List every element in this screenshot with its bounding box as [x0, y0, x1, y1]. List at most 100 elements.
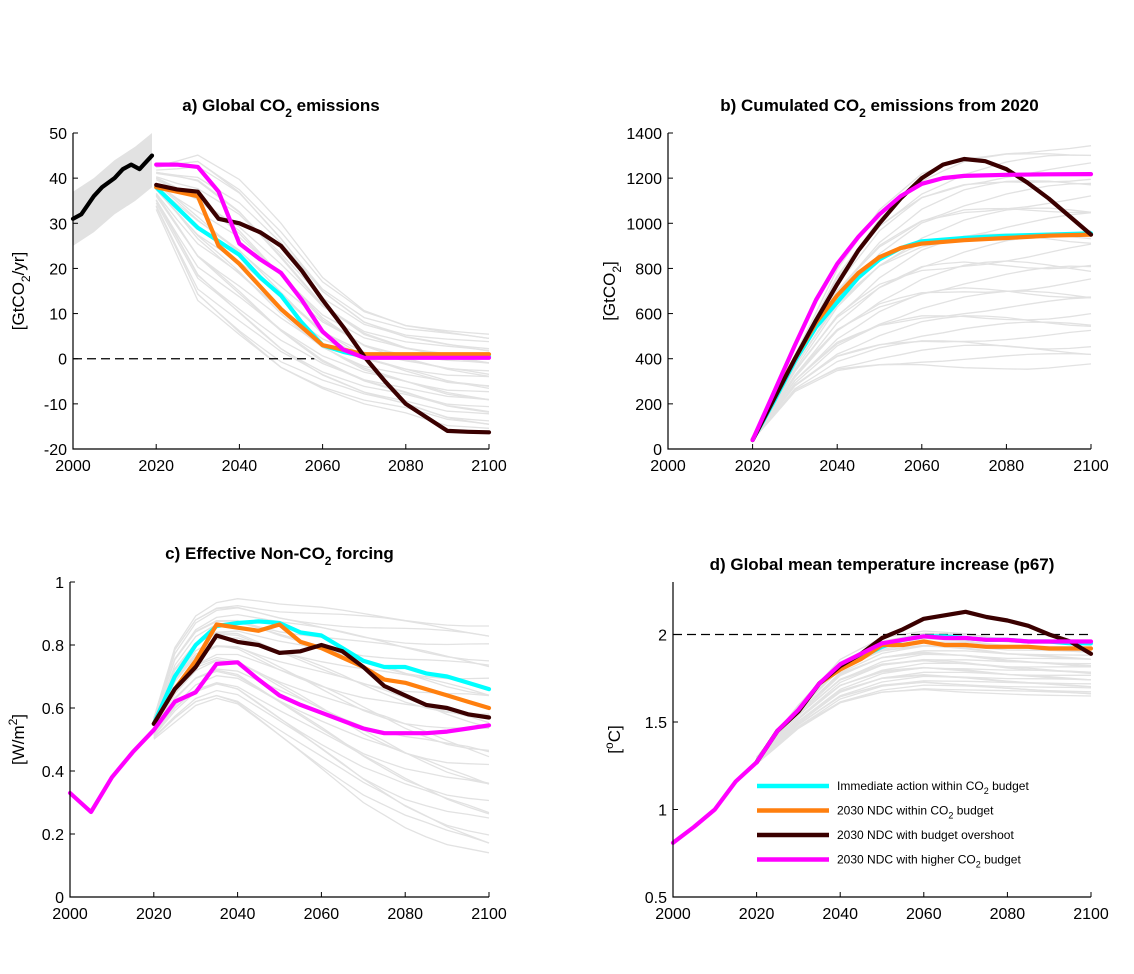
chart-3-y-axis-label: [W/m2]	[6, 714, 28, 765]
chart-2-ensemble-line	[752, 363, 1092, 441]
chart-2-x-tick-label: 2040	[819, 458, 855, 475]
chart-1-x-tick-label: 2060	[305, 458, 341, 475]
chart-1-ensemble-line	[155, 182, 490, 372]
chart-3-series-4-line	[67, 660, 492, 815]
chart-2-y-axis-label: [GtCO2]	[600, 261, 624, 321]
chart-4-y-tick-label: 1.5	[645, 715, 667, 732]
chart-2-ensemble-line	[752, 207, 1092, 440]
chart-4-y-tick-label: 0.5	[645, 890, 667, 907]
chart-2-ensemble-line	[752, 229, 1092, 440]
chart-2: 2000 2020 2040 2060 2080 2100 0 200 400 600 800 100…	[600, 96, 1109, 475]
chart-4-legend: Immediate action within CO2 budget 2030 N…	[757, 779, 1029, 870]
chart-3-ensemble-line	[153, 697, 490, 854]
chart-1-y-tick-label: 50	[49, 126, 67, 143]
chart-2-ensemble-line	[752, 340, 1092, 441]
chart-2-x-tick-label: 2080	[989, 458, 1025, 475]
chart-2-y-tick-label: 800	[635, 261, 662, 278]
chart-1-ensemble-line	[156, 160, 490, 340]
chart-3-x-tick-label: 2020	[136, 906, 172, 923]
chart-4-legend-label: 2030 NDC with budget overshoot	[837, 828, 1014, 842]
chart-1-y-tick-label: 30	[49, 216, 67, 233]
chart-1-x-tick-label: 2040	[222, 458, 258, 475]
chart-1-ensemble-line	[155, 188, 490, 390]
chart-3-ensemble-line	[153, 607, 490, 721]
chart-3-x-tick-label: 2060	[304, 906, 340, 923]
chart-1-ensemble-line	[155, 199, 490, 408]
chart-1-ensemble-line	[155, 179, 490, 364]
chart-1-ensemble-line	[155, 202, 490, 415]
chart-3-series-3-line	[151, 633, 492, 726]
chart-3-x-tick-label: 2080	[387, 906, 423, 923]
chart-2-series-3-line	[750, 156, 1094, 443]
chart-3-x-tick-label: 2000	[52, 906, 88, 923]
chart-2-ensemble-line	[752, 265, 1092, 440]
chart-3-ensemble-line	[153, 694, 490, 844]
chart-1: 2000 2020 2040 2060 2080 2100 -20 -10 0 10 20 30 40 5…	[9, 96, 507, 475]
chart-3-title: c) Effective Non-CO2 forcing	[165, 544, 394, 568]
chart-4-legend-label: 2030 NDC within CO2 budget	[837, 804, 994, 821]
chart-2-x-tick-label: 2000	[650, 458, 686, 475]
chart-3-y-tick-label: 0.8	[42, 638, 64, 655]
chart-2-ensemble-line	[752, 290, 1092, 440]
chart-1-ensemble-line	[156, 165, 490, 343]
chart-3-y-tick-label: 0.2	[42, 827, 64, 844]
chart-1-ensemble-line	[156, 154, 490, 335]
chart-1-series-4-line	[154, 182, 492, 435]
chart-1-title: a) Global CO2 emissions	[182, 96, 380, 120]
chart-4-y-tick-label: 2	[658, 628, 667, 645]
chart-2-ensemble-line	[752, 260, 1092, 440]
chart-2-y-tick-label: 1000	[626, 216, 662, 233]
chart-2-y-tick-label: 1200	[626, 171, 662, 188]
chart-2-y-tick-label: 0	[653, 442, 662, 459]
chart-1-y-tick-label: 40	[49, 171, 67, 188]
chart-4-x-tick-label: 2080	[990, 906, 1026, 923]
chart-3-x-tick-label: 2040	[220, 906, 256, 923]
chart-4-ensemble-line	[756, 651, 1092, 761]
chart-2-x-tick-label: 2020	[735, 458, 771, 475]
chart-1-y-tick-label: 10	[49, 307, 67, 324]
chart-3-ensemble-line	[153, 598, 489, 719]
chart-3-ensemble-line	[153, 682, 490, 815]
chart-4-legend-label: Immediate action within CO2 budget	[837, 779, 1029, 796]
chart-2-x-tick-label: 2100	[1073, 458, 1109, 475]
chart-1-ensemble-line	[155, 194, 490, 401]
chart-4-y-tick-label: 1	[658, 803, 667, 820]
chart-1-ensemble-line	[155, 195, 490, 401]
chart-2-ensemble-line	[752, 153, 1092, 440]
chart-1-ensemble-line	[156, 172, 490, 352]
chart-1-y-tick-label: 20	[49, 261, 67, 278]
chart-1-series-1-line	[70, 153, 155, 221]
chart-4-x-tick-label: 2000	[655, 906, 691, 923]
chart-2-y-tick-label: 1400	[626, 126, 662, 143]
chart-2-x-tick-label: 2060	[904, 458, 940, 475]
chart-2-ensemble-line	[752, 145, 1092, 440]
chart-3-series-2-line	[151, 622, 492, 726]
chart-1-series-5-line	[154, 162, 492, 360]
chart-4-legend-label: 2030 NDC with higher CO2 budget	[837, 853, 1021, 870]
chart-2-ensemble-line	[752, 315, 1092, 441]
chart-4-x-tick-label: 2040	[822, 906, 858, 923]
chart-4-title: d) Global mean temperature increase (p67…	[710, 555, 1055, 574]
chart-2-y-tick-label: 400	[635, 352, 662, 369]
chart-3-ensemble-line	[153, 656, 490, 753]
chart-4-series-4-line	[670, 634, 1094, 845]
chart-3-x-tick-label: 2100	[471, 906, 507, 923]
chart-3-y-tick-label: 0.6	[42, 701, 64, 718]
chart-1-y-axis-label: [GtCO2/yr]	[9, 252, 33, 330]
chart-2-y-tick-label: 600	[635, 307, 662, 324]
chart-1-ensemble	[73, 133, 490, 429]
chart-4-y-axis-label: [oC]	[602, 725, 624, 753]
chart-3-y-tick-label: 0.4	[42, 764, 64, 781]
chart-4-axes-frame	[672, 582, 1091, 898]
chart-3-y-tick-label: 0	[55, 890, 64, 907]
chart-1-historical-band	[73, 133, 152, 246]
chart-1-y-tick-label: -20	[44, 442, 67, 459]
chart-1-y-tick-label: 0	[58, 352, 67, 369]
chart-4-ensemble-line	[756, 673, 1092, 763]
chart-3-ensemble-line	[153, 659, 490, 766]
chart-1-y-tick-label: -10	[44, 397, 67, 414]
chart-1-x-tick-label: 2000	[55, 458, 91, 475]
chart-1-x-tick-label: 2100	[471, 458, 507, 475]
chart-3: 2000 2020 2040 2060 2080 2100 0 0.2 0.4 0.6 0.8 1 c)…	[6, 544, 507, 923]
chart-2-ensemble-line	[752, 182, 1092, 440]
